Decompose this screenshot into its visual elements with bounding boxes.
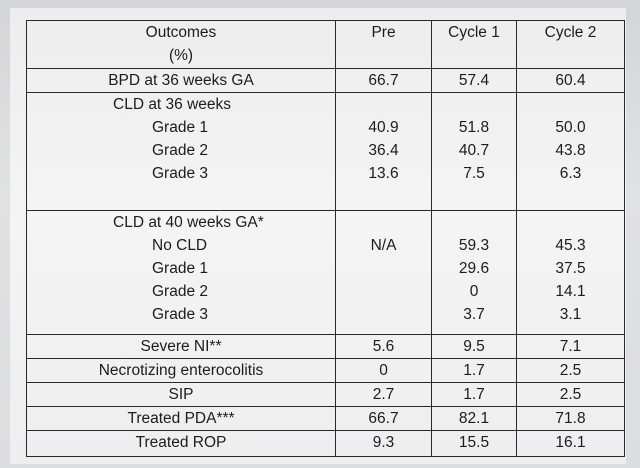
cell-cycle2: 60.4 (516, 68, 625, 93)
table-row: Treated PDA*** 66.7 82.1 71.8 (26, 406, 625, 431)
cell-pre: 66.7 (335, 68, 432, 93)
row-label: Treated ROP (26, 430, 336, 457)
cld40-cycle2: 45.3 37.5 14.1 3.1 (516, 210, 625, 335)
cld40-cycle1: 59.3 29.6 0 3.7 (431, 210, 517, 335)
cld36-labels: CLD at 36 weeks Grade 1 Grade 2 Grade 3 (26, 92, 336, 211)
cld36-grade2-label: Grade 2 (152, 142, 209, 159)
cell-pre: 9.3 (335, 430, 432, 457)
header-outcomes-unit: (%) (168, 47, 194, 64)
header-outcomes-label: Outcomes (145, 24, 217, 41)
cell-cycle2: 16.1 (516, 430, 625, 457)
table-row: Severe NI** 5.6 9.5 7.1 (26, 334, 625, 359)
table-row: BPD at 36 weeks GA 66.7 57.4 60.4 (26, 68, 625, 93)
table-row: SIP 2.7 1.7 2.5 (26, 382, 625, 407)
header-outcomes: Outcomes (%) (26, 20, 336, 69)
cell-cycle1: 15.5 (431, 430, 517, 457)
table-row-cld-36: CLD at 36 weeks Grade 1 Grade 2 Grade 3 … (26, 92, 625, 211)
cld40-grade2-label: Grade 2 (152, 283, 209, 300)
cell-pre: 2.7 (335, 382, 432, 407)
cld40-labels: CLD at 40 weeks GA* No CLD Grade 1 Grade… (26, 210, 336, 335)
cld36-title: CLD at 36 weeks (113, 96, 232, 113)
cld36-cycle2: 50.0 43.8 6.3 (516, 92, 625, 211)
table-row-cld-40: CLD at 40 weeks GA* No CLD Grade 1 Grade… (26, 210, 625, 335)
row-label: BPD at 36 weeks GA (26, 68, 336, 93)
outcomes-table: Outcomes (%) Pre Cycle 1 Cycle 2 BPD at … (26, 20, 625, 457)
cell-cycle2: 71.8 (516, 406, 625, 431)
cell-cycle2: 7.1 (516, 334, 625, 359)
table-row: Treated ROP 9.3 15.5 16.1 (26, 430, 625, 457)
row-label: Severe NI** (26, 334, 336, 359)
header-pre: Pre (335, 20, 432, 69)
cld36-grade1-label: Grade 1 (152, 119, 209, 136)
cell-cycle2: 2.5 (516, 358, 625, 383)
cell-cycle1: 1.7 (431, 382, 517, 407)
cell-pre: 5.6 (335, 334, 432, 359)
cell-cycle1: 82.1 (431, 406, 517, 431)
row-label: Necrotizing enterocolitis (26, 358, 336, 383)
cld36-cycle1: 51.8 40.7 7.5 (431, 92, 517, 211)
paper-sheet: Outcomes (%) Pre Cycle 1 Cycle 2 BPD at … (10, 8, 626, 464)
cld40-grade1-label: Grade 1 (152, 260, 209, 277)
cld40-pre: N/A (335, 210, 432, 335)
cld40-grade3-label: Grade 3 (152, 306, 209, 323)
cell-pre: 0 (335, 358, 432, 383)
header-cycle1: Cycle 1 (431, 20, 517, 69)
row-label: SIP (26, 382, 336, 407)
cld40-title: CLD at 40 weeks GA* (113, 214, 264, 231)
cell-cycle1: 1.7 (431, 358, 517, 383)
row-label: Treated PDA*** (26, 406, 336, 431)
header-cycle2: Cycle 2 (516, 20, 625, 69)
cell-pre: 66.7 (335, 406, 432, 431)
table-row: Necrotizing enterocolitis 0 1.7 2.5 (26, 358, 625, 383)
cld36-grade3-label: Grade 3 (152, 165, 209, 182)
cld40-nocld-label: No CLD (152, 237, 208, 254)
cell-cycle1: 9.5 (431, 334, 517, 359)
cld36-pre: 40.9 36.4 13.6 (335, 92, 432, 211)
cell-cycle2: 2.5 (516, 382, 625, 407)
table-header-row: Outcomes (%) Pre Cycle 1 Cycle 2 (26, 20, 625, 69)
cell-cycle1: 57.4 (431, 68, 517, 93)
